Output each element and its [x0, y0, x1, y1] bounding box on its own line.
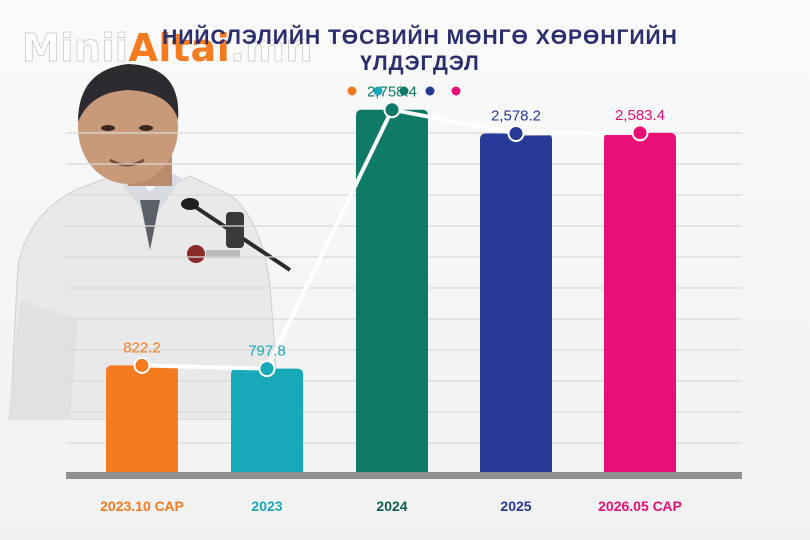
presenter-photo — [8, 64, 292, 420]
value-label-5: 2,583.4 — [615, 107, 665, 124]
data-point-1 — [133, 356, 151, 374]
value-label-3: 2,758.4 — [367, 84, 417, 101]
value-label-4: 2,578.2 — [491, 108, 541, 125]
category-label-4: 2025 — [500, 498, 531, 514]
value-label-2: 797.8 — [248, 343, 286, 360]
category-label-5: 2026.05 САР — [598, 498, 682, 514]
brand-logo: MiniiAltai.mn — [22, 26, 313, 71]
category-label-3: 2024 — [376, 498, 407, 514]
chart-title-line-1: НИЙСЛЭЛИЙН ТӨСВИЙН МӨНГӨ ХӨРӨНГИЙН — [162, 26, 678, 49]
data-point-4 — [507, 125, 525, 143]
legend-dot-4 — [425, 86, 435, 96]
category-label-1: 2023.10 САР — [100, 498, 184, 514]
legend-dot-3 — [399, 86, 409, 96]
data-point-2 — [258, 360, 276, 378]
x-axis-baseline — [66, 472, 742, 479]
category-label-2: 2023 — [251, 498, 282, 514]
legend-dot-2 — [373, 86, 383, 96]
bar-1 — [106, 365, 178, 474]
value-label-1: 822.2 — [123, 339, 161, 356]
bar-2 — [231, 368, 303, 474]
legend-dot-5 — [451, 86, 461, 96]
bar-5 — [604, 132, 676, 474]
data-point-3 — [383, 101, 401, 119]
bar-3 — [356, 109, 428, 474]
chart-title-line-2: ҮЛДЭГДЭЛ — [360, 52, 480, 75]
bar-4 — [480, 133, 552, 474]
data-point-5 — [631, 124, 649, 142]
legend-dot-1 — [347, 86, 357, 96]
